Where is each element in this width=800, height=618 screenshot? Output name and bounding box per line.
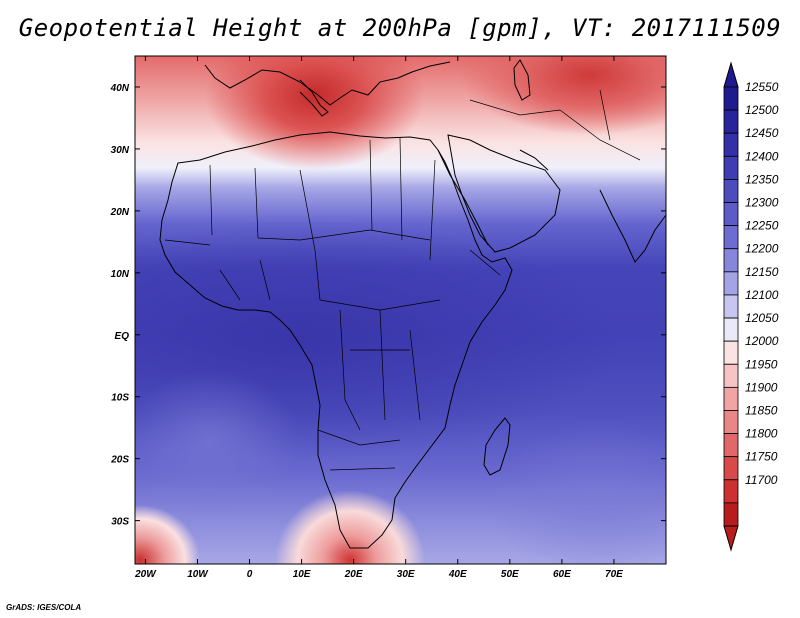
- caspian-outline: [513, 59, 531, 101]
- colorbar-segment: [723, 202, 739, 227]
- colorbar-label: 12500: [745, 103, 779, 117]
- chart-title: Geopotential Height at 200hPa [gpm], VT:…: [18, 14, 782, 42]
- colorbar-label: 11900: [745, 380, 778, 394]
- colorbar-label: 12350: [745, 172, 779, 186]
- lat-tick-label: 30N: [111, 145, 130, 156]
- india-coast: [599, 189, 666, 263]
- colorbar-segment: [723, 179, 739, 203]
- lat-tick-label: 20N: [110, 207, 130, 218]
- lat-tick-label: 30S: [111, 517, 129, 528]
- europe-south-coast: [204, 61, 451, 106]
- lat-tick-label: 10S: [111, 393, 129, 404]
- lon-tick-label: 30E: [397, 569, 415, 580]
- madagascar: [483, 417, 511, 476]
- red-sea: [437, 149, 489, 246]
- lon-tick-label: 0: [247, 569, 253, 580]
- lat-tick-label: 40N: [110, 83, 130, 94]
- colorbar-label: 12450: [745, 126, 779, 140]
- colorbar-segment: [723, 317, 739, 342]
- colorbar-label: 11950: [745, 357, 778, 371]
- colorbar-label: 11850: [745, 404, 778, 418]
- colorbar-segment: [723, 456, 739, 481]
- colorbar-segment: [723, 340, 739, 365]
- italy: [299, 79, 329, 117]
- lat-tick-label: 10N: [111, 269, 130, 280]
- colorbar-label: 12150: [745, 265, 779, 279]
- longitude-axis: 20W 10W 0 10E 20E 30E 40E 50E 60E 70E: [134, 56, 623, 580]
- colorbar-label: 12100: [745, 288, 779, 302]
- lon-tick-label: 40E: [448, 569, 467, 580]
- height-field: [135, 56, 666, 564]
- colorbar-segment: [723, 225, 739, 250]
- lat-tick-label: EQ: [115, 331, 130, 342]
- colorbar-segment: [723, 248, 739, 273]
- persian-gulf: [519, 149, 549, 171]
- colorbar-segment: [723, 294, 739, 319]
- colorbar: 12550 12500 12450 12400 12350 12300 12250 12200…: [723, 61, 779, 552]
- lon-tick-label: 60E: [553, 569, 571, 580]
- africa-coastline: [159, 131, 513, 549]
- lon-tick-label: 20E: [344, 569, 363, 580]
- country-borders: [164, 89, 641, 471]
- colorbar-segment: [723, 132, 739, 157]
- colorbar-label: 12000: [745, 334, 779, 348]
- colorbar-segment: [723, 502, 739, 527]
- lon-tick-label: 10W: [187, 569, 209, 580]
- colorbar-label: 12050: [745, 311, 779, 325]
- grads-credit: GrADS: IGES/COLA: [6, 603, 82, 612]
- lat-tick-label: 20S: [110, 455, 129, 466]
- lon-tick-label: 50E: [501, 569, 519, 580]
- colorbar-segment: [723, 479, 739, 504]
- colorbar-segment: [723, 386, 739, 411]
- colorbar-label: 12300: [745, 196, 779, 210]
- colorbar-label: 12250: [745, 219, 779, 233]
- plot-frame: [134, 55, 667, 565]
- colorbar-top-arrow: [723, 61, 739, 88]
- colorbar-segment: [723, 433, 739, 458]
- colorbar-bottom-arrow: [723, 525, 739, 552]
- colorbar-segment: [723, 363, 739, 388]
- lon-tick-label: 10E: [293, 569, 311, 580]
- latitude-axis: 40N 30N 20N 10N EQ 10S 20S 30S: [110, 83, 666, 528]
- colorbar-label: 12400: [745, 149, 779, 163]
- colorbar-segment: [723, 109, 739, 134]
- colorbar-label: 11750: [745, 450, 778, 464]
- colorbar-label: 12550: [745, 80, 779, 94]
- coastlines: [159, 59, 666, 549]
- colorbar-segment: [723, 155, 739, 180]
- colorbar-segment: [723, 410, 739, 434]
- colorbar-label: 11800: [745, 427, 778, 441]
- colorbar-label: 12200: [745, 242, 779, 256]
- colorbar-segment: [723, 86, 739, 111]
- lon-tick-label: 70E: [605, 569, 623, 580]
- arabian-peninsula: [447, 134, 561, 253]
- colorbar-label: 11700: [745, 473, 778, 487]
- colorbar-segment: [723, 271, 739, 296]
- lon-tick-label: 20W: [134, 569, 157, 580]
